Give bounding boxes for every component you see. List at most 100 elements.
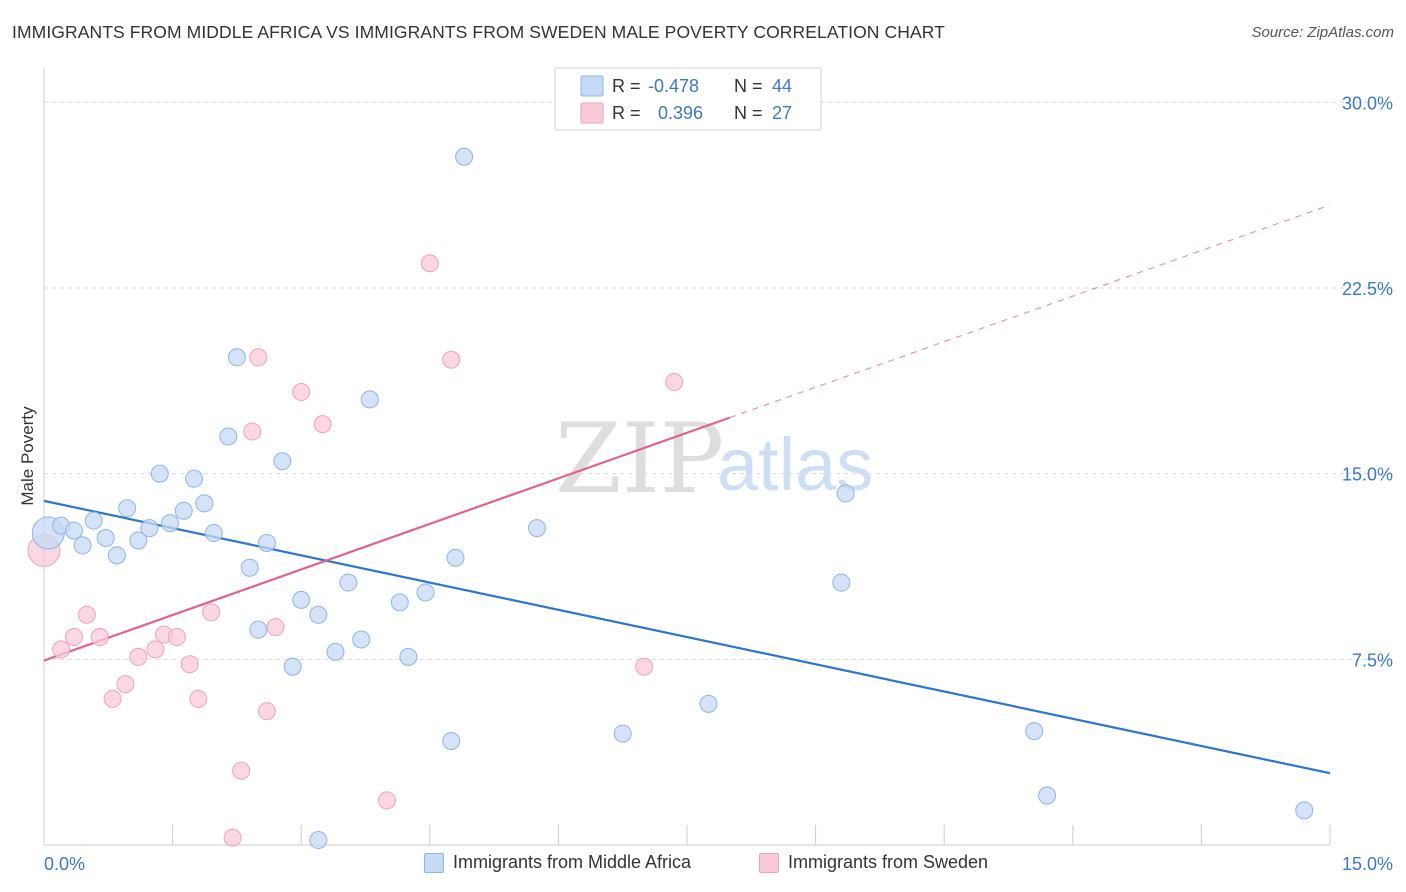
stats-n-label: N =	[734, 103, 763, 123]
data-point-middle-africa	[527, 519, 546, 538]
data-point-middle-africa	[352, 630, 371, 649]
data-point-middle-africa	[446, 548, 465, 567]
trend-lines	[43, 204, 1331, 775]
data-point-sweden	[257, 702, 276, 721]
legend-label: Immigrants from Sweden	[788, 852, 989, 872]
data-point-sweden	[266, 618, 285, 637]
data-point-sweden	[635, 657, 654, 676]
stats-n-value: 44	[772, 76, 792, 96]
data-point-sweden	[420, 254, 439, 273]
data-point-middle-africa	[204, 524, 223, 543]
data-point-middle-africa	[339, 573, 358, 592]
stats-n-label: N =	[734, 76, 763, 96]
data-point-middle-africa	[140, 519, 159, 538]
data-point-sweden	[223, 828, 242, 847]
data-point-middle-africa	[416, 583, 435, 602]
data-point-middle-africa	[118, 499, 137, 518]
y-tick-label: 30.0%	[1342, 93, 1393, 113]
stats-r-value: -0.478	[648, 76, 699, 96]
data-point-sweden	[103, 689, 122, 708]
stats-n-value: 27	[772, 103, 792, 123]
data-point-sweden	[146, 640, 165, 659]
x-tick-label: 0.0%	[44, 854, 85, 874]
stats-swatch-blue	[580, 75, 604, 97]
data-point-middle-africa	[292, 590, 311, 609]
data-point-sweden	[202, 603, 221, 622]
data-point-middle-africa	[1295, 801, 1314, 820]
data-point-sweden	[665, 373, 684, 392]
data-point-middle-africa	[455, 147, 474, 166]
data-point-middle-africa	[326, 642, 345, 661]
stats-r-label: R =	[612, 76, 641, 96]
data-point-middle-africa	[1025, 722, 1044, 741]
data-point-middle-africa	[399, 647, 418, 666]
data-point-sweden	[442, 350, 461, 369]
data-point-middle-africa	[273, 452, 292, 471]
data-point-middle-africa	[227, 348, 246, 367]
chart-source: Source: ZipAtlas.com	[1251, 24, 1394, 41]
stats-r-label: R =	[612, 103, 641, 123]
data-point-middle-africa	[360, 390, 379, 409]
chart-title: IMMIGRANTS FROM MIDDLE AFRICA VS IMMIGRA…	[12, 22, 945, 42]
data-point-middle-africa	[699, 694, 718, 713]
data-point-middle-africa	[249, 620, 268, 639]
data-point-sweden	[189, 689, 208, 708]
data-point-middle-africa	[73, 536, 92, 555]
trend-line-sweden-extension	[729, 204, 1331, 419]
scatter-points	[27, 147, 1314, 850]
data-point-middle-africa	[174, 501, 193, 520]
trend-line-middle-africa	[43, 499, 1331, 775]
legend-item-sweden[interactable]: Immigrants from Sweden	[759, 852, 988, 873]
data-point-middle-africa	[219, 427, 238, 446]
data-point-sweden	[167, 628, 186, 647]
data-point-sweden	[52, 640, 71, 659]
y-axis-label: Male Poverty	[18, 406, 37, 506]
data-point-sweden	[232, 761, 251, 780]
data-point-sweden	[377, 791, 396, 810]
stats-swatch-pink	[580, 102, 604, 124]
data-point-middle-africa	[65, 521, 84, 540]
x-tick-label: 15.0%	[1342, 854, 1393, 874]
tick-labels: 7.5% 15.0% 22.5% 30.0% 0.0% 15.0%	[44, 93, 1393, 874]
data-point-middle-africa	[107, 546, 126, 565]
data-point-middle-africa	[390, 593, 409, 612]
legend-swatch-pink	[759, 852, 779, 873]
data-point-middle-africa	[195, 494, 214, 513]
axes	[43, 68, 1330, 846]
stats-legend-box: R = -0.478 N = 44 R = 0.396 N = 27	[554, 67, 822, 131]
data-point-sweden	[180, 655, 199, 674]
y-tick-label: 22.5%	[1342, 279, 1393, 299]
data-point-middle-africa	[129, 531, 148, 550]
stats-r-value: 0.396	[658, 103, 703, 123]
data-point-middle-africa	[283, 657, 302, 676]
watermark-zip: ZIP	[555, 403, 724, 515]
data-point-sweden	[249, 348, 268, 367]
data-point-middle-africa	[257, 533, 276, 552]
legend-item-middle-africa[interactable]: Immigrants from Middle Africa	[424, 852, 691, 873]
data-point-middle-africa	[96, 529, 115, 548]
data-point-sweden	[65, 628, 84, 647]
data-point-sweden	[129, 647, 148, 666]
data-point-middle-africa	[240, 558, 259, 577]
data-point-middle-africa	[442, 732, 461, 751]
watermark: ZIP atlas	[555, 403, 873, 515]
data-point-sweden	[90, 628, 109, 647]
y-tick-label: 7.5%	[1352, 650, 1393, 670]
data-point-sweden	[313, 415, 332, 434]
data-point-middle-africa	[309, 831, 328, 850]
grid-lines	[43, 101, 1392, 845]
legend-label: Immigrants from Middle Africa	[453, 852, 692, 872]
data-point-middle-africa	[185, 469, 204, 488]
data-point-middle-africa	[1038, 786, 1057, 805]
y-tick-label: 15.0%	[1342, 465, 1393, 485]
chart-legend: Immigrants from Middle Africa Immigrants…	[0, 852, 1406, 878]
data-point-middle-africa	[84, 511, 103, 530]
trend-line-sweden	[43, 416, 731, 662]
data-point-sweden	[77, 605, 96, 624]
data-point-sweden	[243, 422, 262, 441]
data-point-middle-africa	[836, 484, 855, 503]
legend-swatch-blue	[424, 852, 444, 873]
data-point-middle-africa	[309, 605, 328, 624]
data-point-middle-africa	[161, 514, 180, 533]
